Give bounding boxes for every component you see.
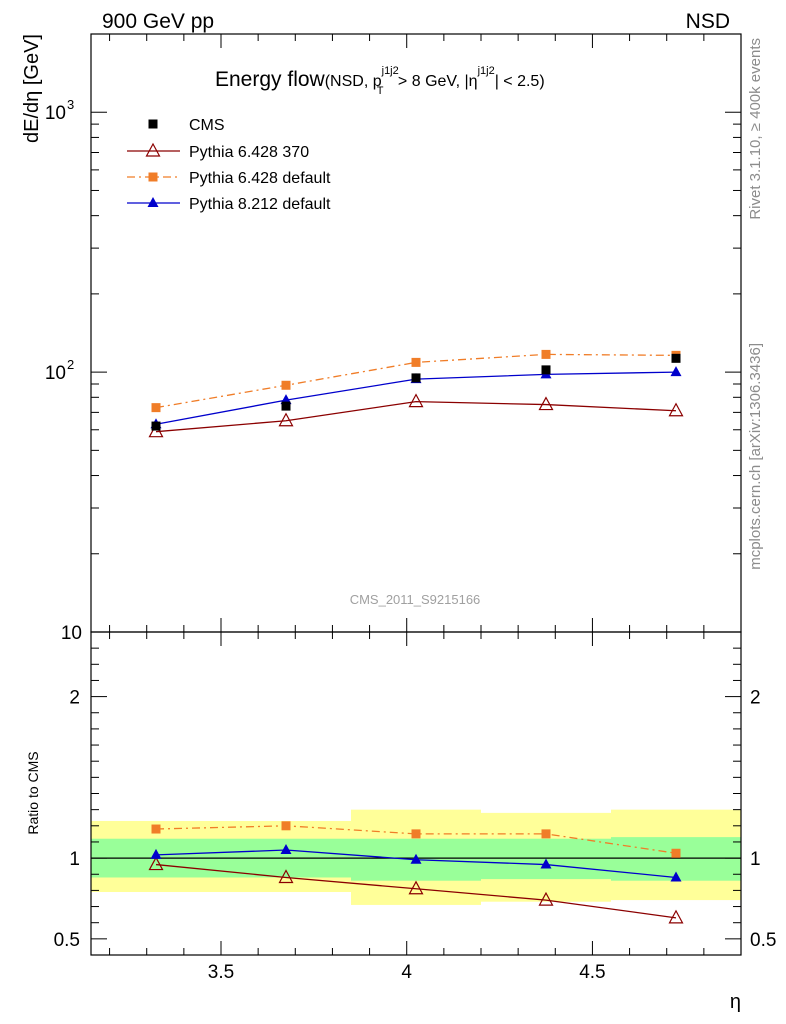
ratio-series-line [155,825,677,854]
ratio-data-point [408,880,424,895]
x-axis-label: η [730,991,741,1013]
ratio-tick-label-left: 0.5 [54,930,80,951]
ratio-data-point [671,848,681,858]
legend: CMS Pythia 6.428 370 Pythia 6.428 default P… [127,117,331,213]
series-line [155,400,677,433]
series-line [155,353,677,409]
legend-label: CMS [189,117,225,134]
data-point [281,380,291,390]
data-point [668,402,684,417]
y-axis-label: dE/dη [GeV] [21,34,43,143]
ratio-data-point [278,869,294,884]
ratio-tick-label-right: 0.5 [750,930,776,951]
y-tick-label: 10 [45,363,66,384]
ratio-tick-label-right: 1 [750,849,761,870]
title-pt-sub: T [377,85,384,97]
ratio-series [148,821,684,924]
ratio-tick-label-left: 1 [69,849,80,870]
legend-label: Pythia 8.212 default [189,196,331,213]
data-point [670,366,682,377]
data-point [538,396,554,411]
data-point [671,353,681,363]
data-point [411,357,421,367]
ratio-data-point [148,856,164,871]
header-left-label: 900 GeV pp [102,10,214,33]
ratio-data-point [540,858,552,869]
y-tick-exponent: 3 [67,97,74,112]
ratio-tick-label-right: 2 [750,688,761,709]
y-tick-label: 10 [61,623,82,644]
ratio-data-point [280,844,292,855]
x-tick-label: 4 [401,962,412,983]
ratio-data-point [150,848,162,859]
title-end: | < 2.5) [495,73,545,90]
legend-marker [148,172,158,182]
ratio-data-point [538,891,554,906]
y-tick-label: 10 [45,103,66,124]
x-tick-label: 4.5 [579,962,605,983]
chart-title: Energy flow(NSD, pj1j2 T > 8 GeV, |ηj1j2|… [215,65,545,97]
data-point [411,373,421,383]
ratio-data-point [668,909,684,924]
title-pt-sup: j1j2 [381,65,399,77]
title-eta-sup: j1j2 [477,65,495,77]
legend-label: Pythia 6.428 370 [189,144,309,161]
ratio-data-point [410,853,422,864]
legend-marker [147,197,159,207]
data-point [408,393,424,408]
ratio-axes: 3.5 4 4.5 0.5 0.5 1 1 2 2 [54,618,776,983]
data-point [151,421,161,431]
mcplots-label: mcplots.cern.ch [arXiv:1306.3436] [747,343,764,570]
y-tick-exponent: 2 [67,357,74,372]
rivet-label: Rivet 3.1.10, ≥ 400k events [747,38,764,220]
ratio-series-line [155,863,677,919]
title-mid: > 8 GeV, |η [393,73,477,90]
ratio-data-point [151,824,161,834]
legend-label: Pythia 6.428 default [189,170,331,187]
title-paren: (NSD, p [325,73,382,90]
data-point [278,412,294,427]
ratio-data-point [541,829,551,839]
x-tick-label: 3.5 [208,962,234,983]
data-point [281,401,291,411]
ratio-frame [90,631,742,956]
header-right-label: NSD [686,10,730,33]
legend-marker [145,142,161,157]
data-point [151,403,161,413]
ratio-data-point [281,821,291,831]
ratio-data-point [411,829,421,839]
analysis-watermark: CMS_2011_S9215166 [350,592,481,607]
title-main: Energy flow [215,68,326,91]
data-point [148,423,164,438]
ratio-tick-label-left: 2 [69,688,80,709]
data-point [541,365,551,375]
ratio-data-point [670,871,682,882]
ratio-axis-label: Ratio to CMS [25,751,41,834]
main-series [148,349,684,438]
legend-marker [148,119,158,129]
data-point [541,349,551,359]
